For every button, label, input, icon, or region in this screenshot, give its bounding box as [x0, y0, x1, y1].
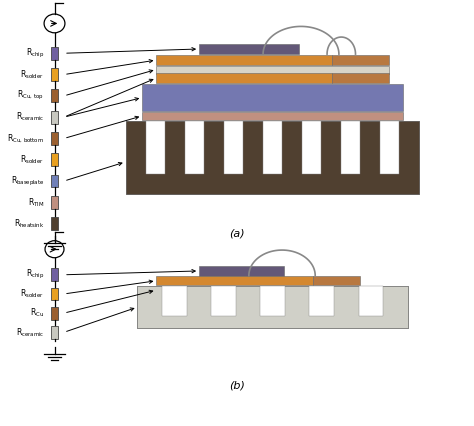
Bar [51, 175, 58, 187]
Bar [156, 66, 389, 74]
Text: R$_{\mathrm{Cu}}$: R$_{\mathrm{Cu}}$ [30, 307, 44, 320]
Text: R$_{\mathrm{solder}}$: R$_{\mathrm{solder}}$ [20, 153, 44, 166]
Bar [51, 47, 58, 60]
Text: R$_{\mathrm{TIM}}$: R$_{\mathrm{TIM}}$ [28, 196, 44, 209]
Bar [332, 55, 389, 65]
Text: R$_{\mathrm{solder}}$: R$_{\mathrm{solder}}$ [20, 288, 44, 300]
Bar [126, 121, 419, 194]
Text: R$_{\mathrm{baseplate}}$: R$_{\mathrm{baseplate}}$ [11, 175, 44, 187]
Text: R$_{\mathrm{Cu,\,bottom}}$: R$_{\mathrm{Cu,\,bottom}}$ [7, 132, 44, 144]
Text: R$_{\mathrm{heatsink}}$: R$_{\mathrm{heatsink}}$ [14, 217, 44, 230]
Bar [51, 111, 58, 124]
Text: R$_{\mathrm{ceramic}}$: R$_{\mathrm{ceramic}}$ [16, 326, 44, 339]
Bar [156, 73, 332, 83]
Bar [185, 121, 204, 173]
Bar [162, 286, 187, 317]
Bar [260, 286, 285, 317]
Bar [332, 73, 389, 83]
Bar [310, 286, 334, 317]
Text: R$_{\mathrm{solder}}$: R$_{\mathrm{solder}}$ [20, 68, 44, 81]
Bar [51, 326, 58, 339]
Bar [302, 121, 321, 173]
Bar [224, 121, 243, 173]
Bar [126, 121, 419, 194]
Bar [142, 84, 403, 111]
Bar [51, 196, 58, 209]
Bar [51, 307, 58, 320]
Text: (a): (a) [229, 228, 245, 239]
Bar [211, 286, 236, 317]
Bar [341, 121, 360, 173]
Bar [51, 288, 58, 300]
Bar [51, 153, 58, 166]
Bar [146, 121, 164, 173]
Text: R$_{\mathrm{chip}}$: R$_{\mathrm{chip}}$ [26, 47, 44, 60]
Bar [51, 217, 58, 230]
Bar [381, 121, 399, 173]
Bar [199, 266, 284, 276]
Bar [137, 286, 408, 328]
Text: R$_{\mathrm{Cu,\,top}}$: R$_{\mathrm{Cu,\,top}}$ [18, 89, 44, 102]
Bar [156, 55, 332, 65]
Bar [51, 132, 58, 145]
Bar [142, 112, 403, 120]
Text: (b): (b) [229, 380, 245, 391]
Bar [137, 286, 408, 328]
Bar [358, 286, 383, 317]
Text: R$_{\mathrm{ceramic}}$: R$_{\mathrm{ceramic}}$ [16, 111, 44, 124]
Bar [199, 44, 299, 54]
Bar [51, 268, 58, 281]
Bar [51, 89, 58, 102]
Text: R$_{\mathrm{chip}}$: R$_{\mathrm{chip}}$ [26, 268, 44, 281]
Bar [51, 68, 58, 81]
Bar [263, 121, 282, 173]
Bar [313, 276, 360, 285]
Bar [156, 276, 313, 285]
